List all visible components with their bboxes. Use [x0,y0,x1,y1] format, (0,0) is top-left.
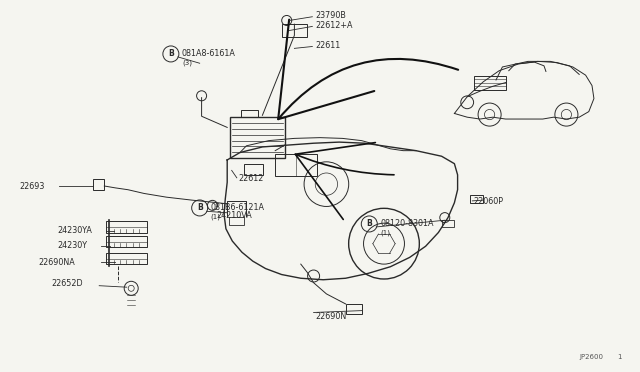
Bar [230,117,285,158]
Text: B: B [197,203,202,212]
Text: 24230Y: 24230Y [58,241,88,250]
Text: JP2600: JP2600 [579,354,603,360]
Text: 22612+A: 22612+A [315,21,353,30]
Bar [106,236,147,247]
Text: (1): (1) [211,214,221,221]
Text: (1): (1) [380,230,390,237]
Text: 22611: 22611 [315,41,340,50]
Bar [93,179,104,190]
Text: 22690NA: 22690NA [38,258,75,267]
Bar [241,110,257,117]
Text: 22612: 22612 [238,174,264,183]
Text: 22060P: 22060P [474,197,504,206]
Text: 24210VA: 24210VA [216,211,252,220]
Text: 081B6-6121A: 081B6-6121A [211,203,265,212]
Text: (3): (3) [182,60,192,67]
Bar [229,217,244,225]
Bar [474,76,506,90]
Bar [106,253,147,264]
Bar [346,304,362,314]
Text: 24230YA: 24230YA [58,226,92,235]
Text: 08120-8301A: 08120-8301A [380,219,434,228]
Text: 22693: 22693 [19,182,45,190]
Bar [470,195,483,203]
Text: B: B [168,49,173,58]
Bar [282,24,307,37]
Text: 081A8-6161A: 081A8-6161A [182,49,236,58]
Bar [244,164,263,175]
Bar [442,220,454,227]
Text: 1: 1 [618,354,622,360]
Text: 22652D: 22652D [51,279,83,288]
Text: 22690N: 22690N [315,312,346,321]
Bar [106,221,147,232]
Text: B: B [367,219,372,228]
Bar [275,154,317,176]
Text: 23790B: 23790B [315,11,346,20]
